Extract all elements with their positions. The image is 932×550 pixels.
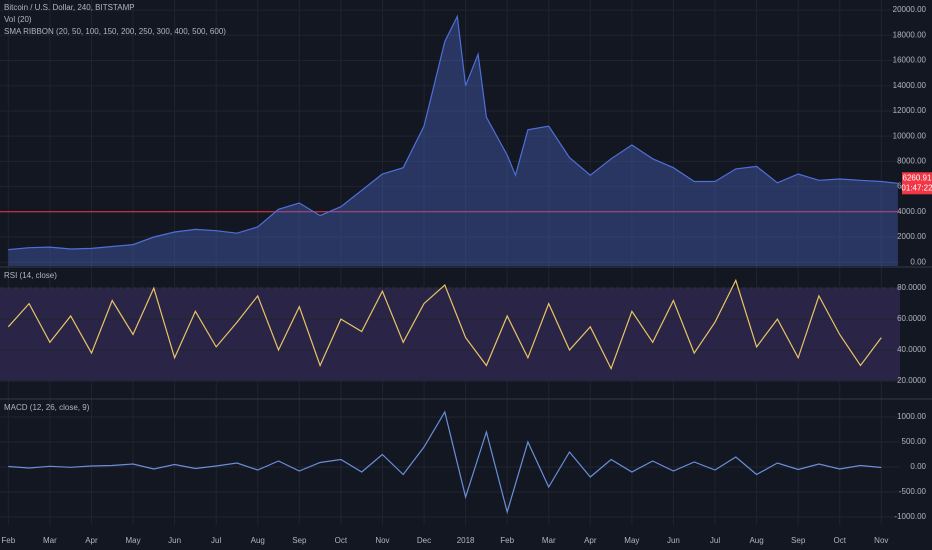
series-line	[8, 14, 898, 251]
y-tick-label: 0.00	[910, 462, 926, 471]
x-tick-label: Apr	[85, 536, 98, 545]
series-line	[7, 278, 882, 371]
y-tick-label: 1000.00	[897, 412, 926, 421]
x-tick-label: Oct	[833, 536, 846, 545]
panel-title: Bitcoin / U.S. Dollar, 240, BITSTAMP	[4, 3, 135, 12]
y-tick-label: 0.00	[910, 257, 926, 266]
series-line	[8, 410, 882, 515]
last-price: 6260.91	[903, 173, 932, 182]
x-tick-label: May	[624, 536, 639, 545]
x-tick-label: Jul	[211, 536, 221, 545]
y-tick-label: 2000.00	[897, 232, 926, 241]
panel-title: RSI (14, close)	[4, 271, 57, 280]
price-area	[8, 16, 898, 267]
y-tick-label: 500.00	[902, 437, 927, 446]
x-tick-label: Mar	[43, 536, 57, 545]
y-tick-label: 40.0000	[897, 345, 926, 354]
x-tick-label: Jul	[710, 536, 720, 545]
x-tick-label: Nov	[874, 536, 888, 545]
x-tick-label: Aug	[749, 536, 763, 545]
price-tag	[902, 172, 932, 195]
x-tick-label: Apr	[584, 536, 597, 545]
y-tick-label: 20.0000	[897, 376, 926, 385]
y-tick-label: 14000.00	[893, 81, 927, 90]
panel-title: MACD (12, 26, close, 9)	[4, 403, 90, 412]
y-tick-label: 60.0000	[897, 314, 926, 323]
y-tick-label: 12000.00	[893, 106, 927, 115]
y-tick-label: 20000.00	[893, 5, 927, 14]
x-tick-label: Jun	[667, 536, 680, 545]
y-tick-label: 80.0000	[897, 283, 926, 292]
y-tick-label: 10000.00	[893, 131, 927, 140]
x-tick-label: Feb	[500, 536, 514, 545]
countdown: 01:47:22	[901, 183, 932, 192]
x-tick-label: Sep	[791, 536, 806, 545]
y-tick-label: 16000.00	[893, 56, 927, 65]
panel-subtitle: Vol (20)	[4, 15, 32, 24]
x-tick-label: Mar	[542, 536, 556, 545]
y-tick-label: 4000.00	[897, 207, 926, 216]
y-tick-label: -1000.00	[894, 512, 926, 521]
x-tick-label: Sep	[292, 536, 307, 545]
y-tick-label: -500.00	[899, 487, 927, 496]
x-tick-label: Oct	[335, 536, 348, 545]
panel-annotation: SMA RIBBON (20, 50, 100, 150, 200, 250, …	[4, 27, 226, 36]
x-tick-label: Aug	[251, 536, 265, 545]
x-tick-label: 2018	[457, 536, 475, 545]
rsi-band	[0, 288, 900, 381]
x-tick-label: Dec	[417, 536, 431, 545]
x-tick-label: Nov	[375, 536, 389, 545]
y-tick-label: 8000.00	[897, 156, 926, 165]
x-tick-label: Jun	[168, 536, 181, 545]
y-tick-label: 18000.00	[893, 30, 927, 39]
x-tick-label: Feb	[1, 536, 15, 545]
x-tick-label: May	[125, 536, 140, 545]
